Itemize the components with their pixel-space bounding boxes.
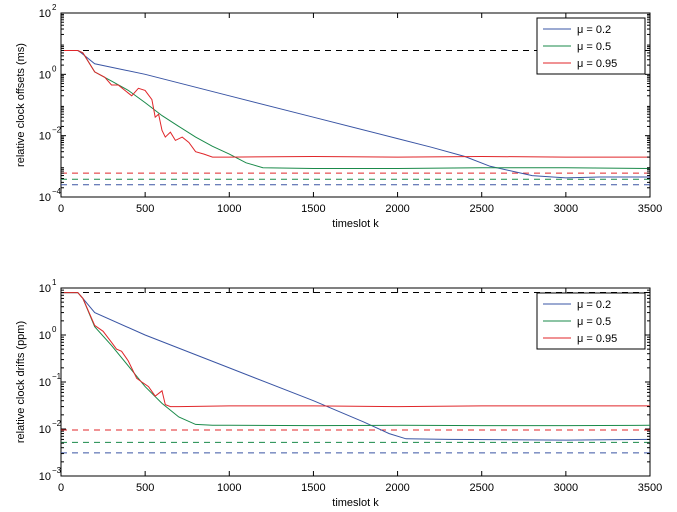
y-tick-label: 10: [39, 377, 51, 389]
y-axis-label: relative clock offsets (ms): [15, 43, 27, 167]
x-axis-label: timeslot k: [332, 497, 379, 509]
y-axis-label: relative clock drifts (ppm): [15, 321, 27, 443]
x-tick-label: 1000: [217, 482, 241, 494]
legend: μ = 0.2 μ = 0.5 μ = 0.95: [536, 17, 646, 75]
legend-label: μ = 0.95: [577, 333, 617, 345]
plot-frame: [60, 12, 651, 198]
y-tick-label: 10: [39, 424, 51, 436]
y-tick-label: 10: [39, 330, 51, 342]
x-tick-label: 500: [136, 203, 154, 215]
legend-label: μ = 0.2: [577, 299, 611, 311]
legend-label: μ = 0.5: [577, 41, 611, 53]
series-line-3: [61, 292, 650, 408]
y-tick-label: 10: [39, 471, 51, 483]
x-tick-label: 2000: [385, 203, 409, 215]
chart-2: 0 500 1000 1500 2000 2500 3000 350010−310−210−1…: [15, 278, 662, 509]
x-tick-label: 2500: [469, 482, 493, 494]
x-axis-label: timeslot k: [332, 218, 379, 230]
y-tick-label: 10: [39, 8, 51, 20]
y-tick-label: 10: [39, 69, 51, 81]
legend: μ = 0.2 μ = 0.5 μ = 0.95: [536, 292, 646, 350]
y-tick-label: 10: [39, 192, 51, 204]
legend-label: μ = 0.2: [577, 24, 611, 36]
x-tick-label: 0: [58, 203, 64, 215]
x-tick-label: 3000: [554, 203, 578, 215]
x-tick-label: 1500: [301, 203, 325, 215]
x-tick-label: 1000: [217, 203, 241, 215]
y-tick-exponent: 0: [52, 325, 57, 334]
x-tick-label: 3500: [638, 203, 662, 215]
y-tick-exponent: −1: [52, 372, 62, 381]
x-tick-label: 3000: [554, 482, 578, 494]
y-tick-label: 10: [39, 283, 51, 295]
x-tick-label: 3500: [638, 482, 662, 494]
series-line-3: [61, 50, 650, 158]
y-tick-exponent: −2: [52, 126, 62, 135]
y-tick-exponent: 1: [52, 278, 57, 287]
x-tick-label: 500: [136, 482, 154, 494]
chart-1: 0 500 1000 1500 2000 2500 3000 350010−410−21001…: [15, 3, 662, 230]
y-tick-exponent: 2: [52, 3, 57, 12]
x-tick-label: 0: [58, 482, 64, 494]
y-tick-exponent: −4: [52, 187, 62, 196]
x-tick-label: 2500: [469, 203, 493, 215]
y-tick-exponent: −3: [52, 466, 62, 475]
y-tick-exponent: −2: [52, 419, 62, 428]
y-tick-label: 10: [39, 131, 51, 143]
x-tick-label: 2000: [385, 482, 409, 494]
legend-label: μ = 0.5: [577, 316, 611, 328]
y-tick-exponent: 0: [52, 64, 57, 73]
x-tick-label: 1500: [301, 482, 325, 494]
legend-label: μ = 0.95: [577, 58, 617, 70]
